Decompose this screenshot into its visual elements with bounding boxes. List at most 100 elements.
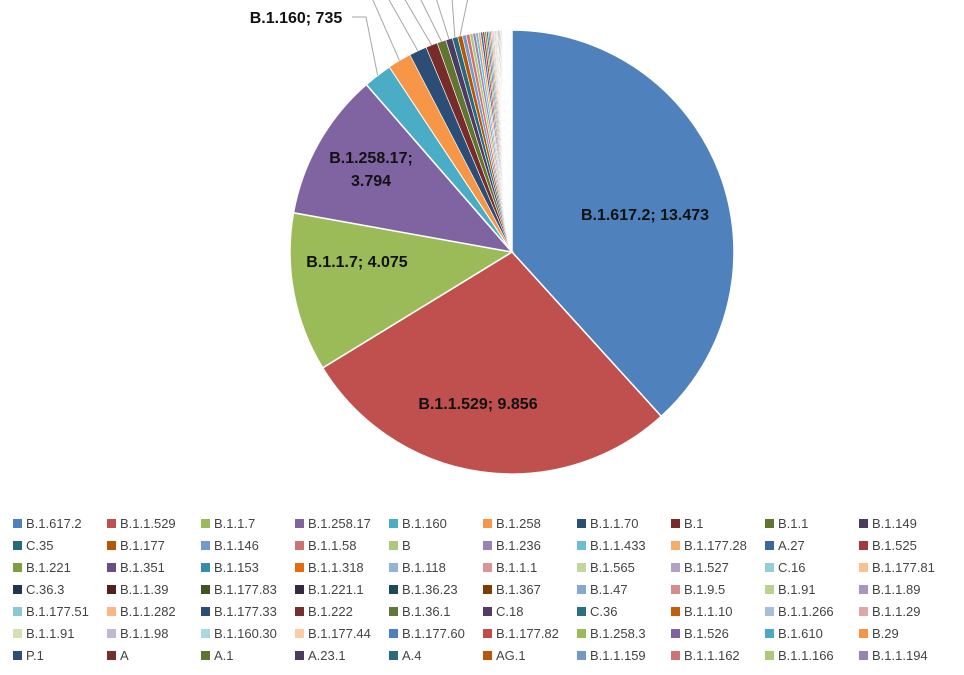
legend-item: B.1.527 xyxy=(671,558,765,576)
legend-item: B.1.1.194 xyxy=(859,646,953,664)
legend-swatch xyxy=(577,628,586,638)
legend-item: B.1.177.28 xyxy=(671,536,765,554)
legend-swatch xyxy=(765,628,774,638)
legend-label: AG.1 xyxy=(496,647,526,663)
legend-label: B.1.177.33 xyxy=(214,603,277,619)
legend-item: B.1.177.81 xyxy=(859,558,953,576)
legend-label: B.1.118 xyxy=(402,559,446,575)
legend-swatch xyxy=(201,584,210,594)
legend-item: B.1.47 xyxy=(577,580,671,598)
pie-slice-b-1-617-2 xyxy=(511,29,735,418)
legend-swatch xyxy=(201,562,210,572)
legend-item: B.1.1.1 xyxy=(483,558,577,576)
legend-label: B.1.149 xyxy=(872,515,917,531)
legend-item: B.1.177.33 xyxy=(201,602,295,620)
legend-label: B.1.1.529 xyxy=(120,515,176,531)
legend-swatch xyxy=(201,540,210,550)
legend-label: B.1.258 xyxy=(496,515,541,531)
data-label-b-1-1-529: B.1.1.529; 9.856 xyxy=(418,396,537,413)
legend-swatch xyxy=(859,540,868,550)
legend-swatch xyxy=(671,518,680,528)
legend-item: B.1.1.29 xyxy=(859,602,953,620)
legend-swatch xyxy=(765,650,774,660)
legend-item: B.1.36.23 xyxy=(389,580,483,598)
legend-swatch xyxy=(201,518,210,528)
legend-label: B.1.1.10 xyxy=(684,603,733,619)
legend-item: B.1.177.60 xyxy=(389,624,483,642)
legend-item: B.1.91 xyxy=(765,580,859,598)
legend-item: B.1.1.266 xyxy=(765,602,859,620)
legend-swatch xyxy=(483,628,492,638)
legend-swatch xyxy=(483,540,492,550)
legend-label: B.1.565 xyxy=(590,559,635,575)
legend-item: B.1.1.159 xyxy=(577,646,671,664)
legend-label: B.1.1.194 xyxy=(872,647,928,663)
leader-line-small-slice xyxy=(459,0,469,37)
legend-label: B.1.1.58 xyxy=(308,537,357,553)
legend-label: B.1.1.1 xyxy=(496,559,538,575)
leader-lines xyxy=(352,0,469,76)
legend-label: B.1.177.82 xyxy=(496,625,559,641)
leader-line-b-1-160 xyxy=(352,16,379,76)
legend-swatch xyxy=(295,650,304,660)
legend-label: B.1.1.159 xyxy=(590,647,646,663)
legend-swatch xyxy=(859,606,868,616)
legend-item: B.1.351 xyxy=(107,558,201,576)
leader-line-small-slice xyxy=(372,0,400,61)
legend-label: A.23.1 xyxy=(308,647,346,663)
legend-swatch xyxy=(295,518,304,528)
data-label-b-1-258-17: B.1.258.17; 3.794 xyxy=(329,150,413,190)
legend-label: B.1.36.1 xyxy=(402,603,451,619)
legend-item: C.18 xyxy=(483,602,577,620)
legend-item: B.1.177 xyxy=(107,536,201,554)
legend-swatch xyxy=(13,540,22,550)
legend-item: B.1.1.39 xyxy=(107,580,201,598)
legend-item: B.1.149 xyxy=(859,514,953,532)
legend-label: B.1.160 xyxy=(402,515,447,531)
legend-item: B.1.258.17 xyxy=(295,514,389,532)
data-label-b-1-160: B.1.160; 735 xyxy=(250,10,343,27)
legend-label: B.1.1.282 xyxy=(120,603,176,619)
legend-item: B.1.1.10 xyxy=(671,602,765,620)
legend-swatch xyxy=(671,584,680,594)
legend-item: B.1.258.3 xyxy=(577,624,671,642)
legend-swatch xyxy=(483,518,492,528)
legend-item: C.35 xyxy=(13,536,107,554)
legend-swatch xyxy=(859,628,868,638)
legend-item: B.1.1.433 xyxy=(577,536,671,554)
legend-swatch xyxy=(295,562,304,572)
legend-item: B.1.526 xyxy=(671,624,765,642)
legend-swatch xyxy=(107,606,116,616)
legend-item: B.1.565 xyxy=(577,558,671,576)
legend-item: B.1.177.51 xyxy=(13,602,107,620)
legend-swatch xyxy=(201,628,210,638)
legend-swatch xyxy=(765,584,774,594)
legend-label: B.1.47 xyxy=(590,581,628,597)
legend-label: C.35 xyxy=(26,537,54,553)
legend-swatch xyxy=(107,518,116,528)
legend-item: B.1.617.2 xyxy=(13,514,107,532)
legend-swatch xyxy=(765,540,774,550)
legend-label: B.1.221 xyxy=(26,559,71,575)
legend-swatch xyxy=(389,584,398,594)
legend-item: B.1.36.1 xyxy=(389,602,483,620)
legend-swatch xyxy=(765,606,774,616)
legend-item: C.16 xyxy=(765,558,859,576)
legend-item: B.1.1.58 xyxy=(295,536,389,554)
legend-item: C.36.3 xyxy=(13,580,107,598)
legend-swatch xyxy=(13,628,22,638)
legend-swatch xyxy=(577,518,586,528)
legend-swatch xyxy=(295,606,304,616)
legend-item: B.1.1.7 xyxy=(201,514,295,532)
legend-item: A.4 xyxy=(389,646,483,664)
legend-label: A.1 xyxy=(214,647,234,663)
legend-swatch xyxy=(389,540,398,550)
legend-label: B.1.153 xyxy=(214,559,259,575)
data-labels: B.1.617.2; 13.473 B.1.1.529; 9.856 B.1.1.7… xyxy=(250,10,709,413)
legend-swatch xyxy=(389,650,398,660)
legend-item: B.1.160 xyxy=(389,514,483,532)
legend-label: B.1.1.266 xyxy=(778,603,834,619)
leader-line-small-slice xyxy=(436,0,450,40)
legend-label: B.1.1.433 xyxy=(590,537,646,553)
legend-label: C.16 xyxy=(778,559,806,575)
